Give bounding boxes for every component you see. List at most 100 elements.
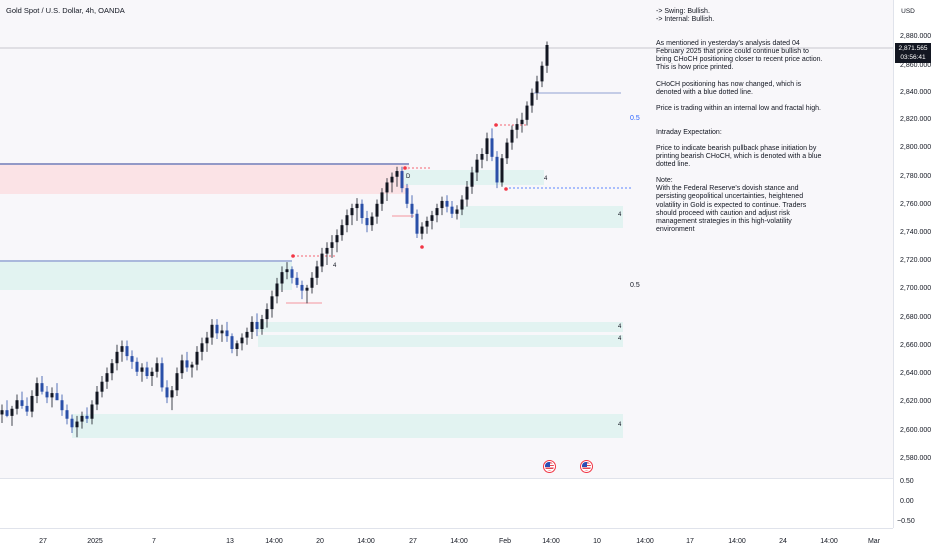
bullish-candle bbox=[465, 186, 469, 200]
bullish-candle bbox=[115, 351, 119, 364]
bullish-candle bbox=[155, 363, 159, 372]
supply-zone bbox=[0, 163, 409, 194]
time-axis-label: 24 bbox=[779, 538, 787, 545]
bearish-candle bbox=[165, 387, 169, 398]
bullish-candle bbox=[265, 309, 269, 320]
price-axis[interactable]: 2,880.000 2,860.000 2,840.000 2,820.000 … bbox=[893, 0, 932, 528]
bullish-candle bbox=[120, 346, 124, 352]
price-chart-pane[interactable]: Gold Spot / U.S. Dollar, 4h, OANDA 0.5 0… bbox=[0, 0, 893, 478]
analysis-paragraph: Price is trading within an internal low … bbox=[656, 104, 821, 112]
bearish-candle bbox=[125, 346, 129, 357]
bullish-candle bbox=[90, 404, 94, 419]
note-label: Note: bbox=[656, 177, 673, 185]
bullish-candle bbox=[535, 81, 539, 93]
time-axis-label: 14:00 bbox=[636, 538, 654, 545]
bullish-candle bbox=[460, 199, 464, 210]
time-axis-label: 14:00 bbox=[450, 538, 468, 545]
currency-selector[interactable]: USD bbox=[901, 8, 915, 15]
bullish-candle bbox=[170, 390, 174, 398]
zone-count-label: 4 bbox=[333, 263, 337, 269]
time-axis-label: 10 bbox=[593, 538, 601, 545]
bearish-candle bbox=[135, 361, 139, 372]
time-axis-label: 14:00 bbox=[542, 538, 560, 545]
fractal-marker bbox=[403, 166, 407, 170]
bearish-candle bbox=[450, 206, 454, 214]
bearish-candle bbox=[5, 410, 9, 416]
bearish-candle bbox=[410, 203, 414, 214]
analysis-paragraph: Price to indicate bearish pullback phase… bbox=[656, 144, 822, 169]
bullish-candle bbox=[335, 235, 339, 243]
bearish-candle bbox=[45, 391, 49, 398]
analysis-text-note: -> Swing: Bullish. -> Internal: Bullish.… bbox=[656, 8, 826, 234]
price-axis-label: 2,600.000 bbox=[900, 427, 932, 434]
demand-zone bbox=[258, 335, 623, 347]
price-axis-label: 2,760.000 bbox=[900, 201, 932, 208]
symbol-title[interactable]: Gold Spot / U.S. Dollar, 4h, OANDA bbox=[6, 6, 125, 15]
bullish-candle bbox=[330, 242, 334, 248]
bearish-candle bbox=[25, 405, 29, 412]
bullish-candle bbox=[195, 351, 199, 365]
bullish-candle bbox=[340, 225, 344, 236]
bullish-candle bbox=[390, 176, 394, 183]
bullish-candle bbox=[520, 119, 524, 125]
bullish-candle bbox=[175, 373, 179, 391]
bullish-candle bbox=[280, 272, 284, 284]
bullish-candle bbox=[75, 421, 79, 428]
us-flag-icon[interactable] bbox=[543, 460, 556, 473]
bearish-candle bbox=[360, 203, 364, 219]
bullish-candle bbox=[470, 172, 474, 187]
bullish-candle bbox=[210, 324, 214, 338]
price-axis-label: 2,880.000 bbox=[900, 33, 932, 40]
demand-zone bbox=[72, 414, 623, 438]
bearish-candle bbox=[490, 138, 494, 157]
bar-countdown: 03:56:41 bbox=[900, 54, 926, 61]
us-flag-icon[interactable] bbox=[580, 460, 593, 473]
bullish-candle bbox=[425, 220, 429, 227]
bullish-candle bbox=[475, 159, 479, 173]
bearish-candle bbox=[295, 277, 299, 285]
bullish-candle bbox=[385, 182, 389, 193]
bullish-candle bbox=[505, 142, 509, 159]
bearish-candle bbox=[215, 324, 219, 334]
bullish-candle bbox=[110, 363, 114, 374]
demand-zone bbox=[404, 170, 544, 185]
time-axis-label: 14:00 bbox=[728, 538, 746, 545]
bullish-candle bbox=[515, 124, 519, 130]
candlestick-chart[interactable] bbox=[0, 0, 893, 478]
time-axis-label: Feb bbox=[498, 538, 512, 545]
time-axis-label: 2025 bbox=[87, 538, 103, 545]
equilibrium-label-lower: 0.5 bbox=[630, 282, 640, 289]
price-axis-label: 2,820.000 bbox=[900, 116, 932, 123]
time-axis-label: 27 bbox=[39, 538, 47, 545]
bearish-candle bbox=[185, 360, 189, 368]
bearish-candle bbox=[255, 321, 259, 330]
bullish-candle bbox=[435, 208, 439, 216]
bullish-candle bbox=[35, 383, 39, 396]
demand-zone bbox=[460, 206, 623, 228]
bos-marker-label: D bbox=[406, 174, 411, 180]
bearish-candle bbox=[65, 410, 69, 419]
time-axis-label: 17 bbox=[686, 538, 694, 545]
bullish-candle bbox=[100, 381, 104, 392]
time-axis-label: Mar bbox=[867, 538, 881, 545]
time-axis[interactable]: 27 2025 7 13 14:00 20 14:00 27 14:00 Feb… bbox=[0, 528, 893, 550]
bullish-candle bbox=[370, 216, 374, 226]
bullish-candle bbox=[310, 277, 314, 288]
price-axis-label: 2,620.000 bbox=[900, 398, 932, 405]
bullish-candle bbox=[500, 158, 504, 183]
bullish-candle bbox=[50, 393, 54, 398]
fractal-marker bbox=[504, 187, 508, 191]
bearish-candle bbox=[415, 213, 419, 234]
bullish-candle bbox=[480, 153, 484, 160]
zone-count-label: 4 bbox=[618, 212, 622, 218]
price-axis-label: 2,720.000 bbox=[900, 257, 932, 264]
note-body: With the Federal Reserve's dovish stance… bbox=[656, 185, 807, 233]
bullish-candle bbox=[420, 226, 424, 234]
bullish-candle bbox=[485, 138, 489, 154]
last-price-tag: 2,871.565 03:56:41 bbox=[895, 43, 931, 63]
price-axis-label: 2,700.000 bbox=[900, 285, 932, 292]
oscillator-pane[interactable] bbox=[0, 478, 893, 529]
bullish-candle bbox=[380, 192, 384, 204]
intraday-heading: Intraday Expectation: bbox=[656, 128, 722, 136]
bearish-candle bbox=[290, 269, 294, 278]
